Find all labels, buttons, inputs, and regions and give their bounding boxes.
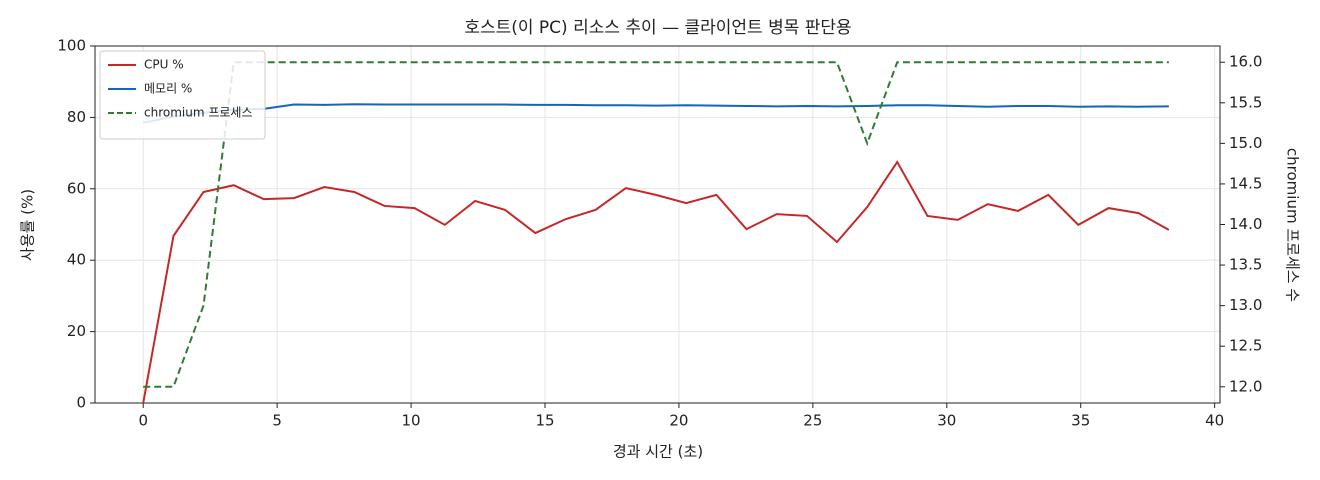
y2-tick-label: 12.0 <box>1229 377 1262 395</box>
plot-frame <box>94 45 1221 404</box>
x-axis-label: 경과 시간 (초) <box>613 443 703 461</box>
x-tick-label: 40 <box>1205 412 1224 430</box>
y2-tick-label: 13.5 <box>1229 256 1262 274</box>
x-tick-label: 35 <box>1071 412 1090 430</box>
y2-axis-label: chromium 프로세스 수 <box>1284 148 1302 302</box>
y-tick-label: 0 <box>76 394 86 412</box>
chart-title: 호스트(이 PC) 리소스 추이 — 클라이언트 병목 판단용 <box>464 18 851 38</box>
legend-label: CPU % <box>144 58 184 72</box>
series-line <box>143 61 1169 388</box>
x-tick-label: 15 <box>535 412 554 430</box>
x-tick-label: 25 <box>803 412 822 430</box>
y2-tick-label: 15.0 <box>1229 134 1262 152</box>
y-tick-label: 60 <box>67 179 86 197</box>
y2-tick-label: 12.5 <box>1229 337 1262 355</box>
y-tick-label: 80 <box>67 108 86 126</box>
x-tick-label: 5 <box>272 412 282 430</box>
y2-tick-label: 13.0 <box>1229 296 1262 314</box>
x-tick-label: 0 <box>138 412 148 430</box>
series-line <box>143 103 1169 124</box>
y-tick-label: 20 <box>67 322 86 340</box>
y-tick-label: 100 <box>57 37 86 55</box>
x-tick-label: 20 <box>669 412 688 430</box>
series-line <box>142 160 1170 404</box>
x-tick-label: 10 <box>402 412 421 430</box>
y-axis-label: 사용률 (%) <box>19 189 37 261</box>
y2-tick-label: 14.5 <box>1229 174 1262 192</box>
y2-tick-label: 14.0 <box>1229 215 1262 233</box>
y2-tick-label: 15.5 <box>1229 93 1262 111</box>
legend-box <box>99 50 266 140</box>
y-tick-label: 40 <box>67 251 86 269</box>
x-tick-label: 30 <box>937 412 956 430</box>
legend-label: chromium 프로세스 <box>144 106 253 120</box>
y2-tick-label: 16.0 <box>1229 53 1262 71</box>
legend-label: 메모리 % <box>144 82 192 96</box>
legend: CPU % 메모리 % chromium 프로세스 <box>99 50 266 140</box>
